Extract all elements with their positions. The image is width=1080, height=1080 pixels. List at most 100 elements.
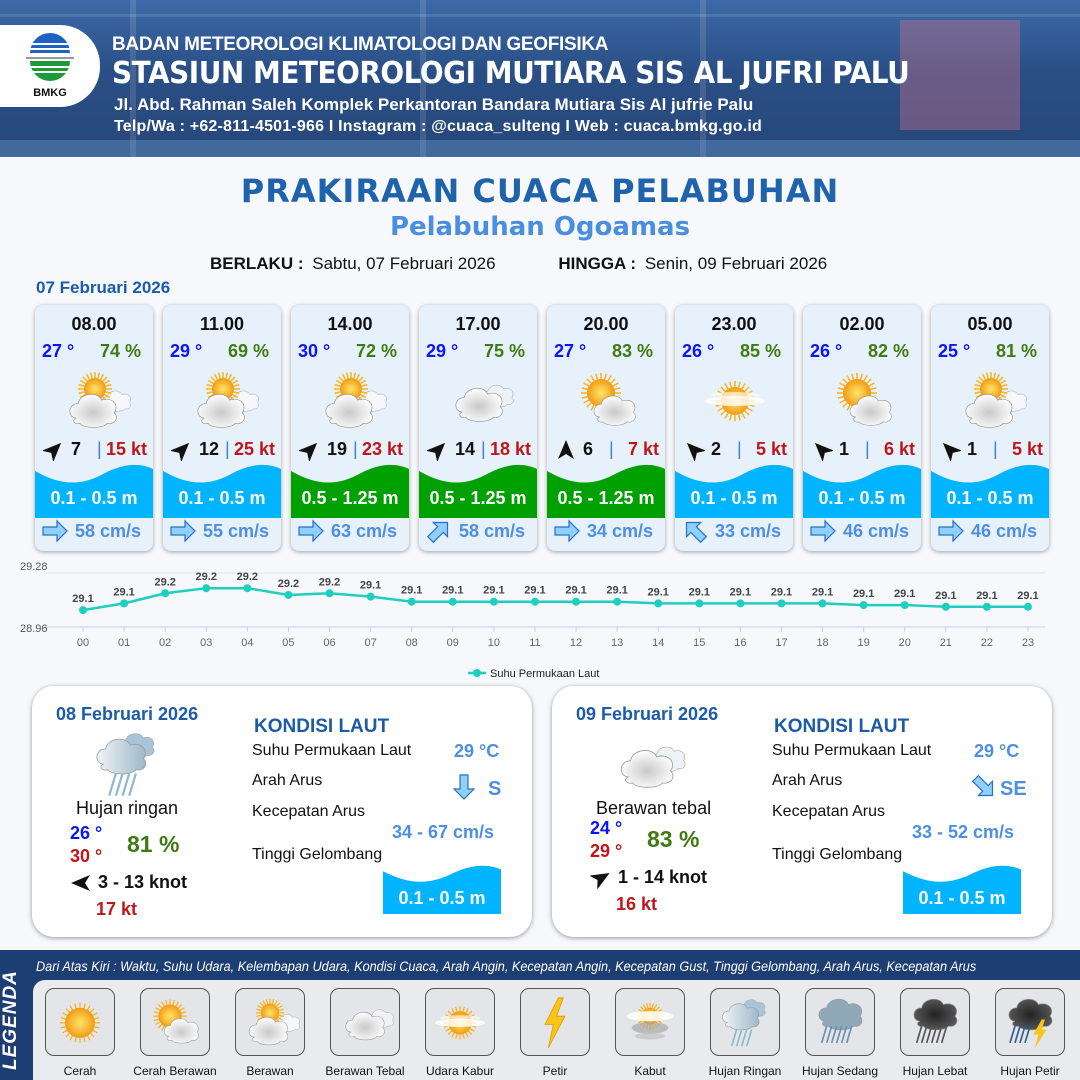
current-direction-icon: [450, 774, 478, 800]
wave-height: 0.1 - 0.5 m: [818, 488, 906, 508]
wave-icon: [803, 463, 921, 518]
separator: |: [481, 439, 486, 459]
humidity: 75 %: [483, 341, 525, 361]
cerah-icon: [45, 988, 115, 1056]
bmkg-logo-icon: [26, 33, 74, 81]
separator: |: [865, 439, 870, 459]
legend-item: Cerah Berawan: [130, 988, 220, 1078]
legend-item: Kabut: [605, 988, 695, 1078]
x-tick-label: 21: [940, 637, 952, 649]
current-direction-label: Arah Arus: [772, 772, 843, 789]
hujan-sedang-icon: [805, 988, 875, 1056]
current-direction: SE: [1000, 778, 1027, 800]
wave-height: 0.1 - 0.5 m: [690, 488, 778, 508]
berawan-weather-icon: [187, 367, 259, 433]
wind-speed: 7: [71, 439, 82, 459]
berawan-weather-icon: [955, 367, 1027, 433]
x-tick-label: 03: [200, 637, 212, 649]
sst-data-label: 29.2: [154, 576, 175, 588]
humidity: 83 %: [611, 341, 653, 361]
wave-height-label: Tinggi Gelombang: [252, 846, 383, 863]
sst-data-label: 29.1: [401, 585, 422, 597]
wind-direction-icon: [297, 439, 321, 463]
legend-label: Berawan: [246, 1064, 294, 1078]
forecast-card: 08.00 27 ° 74 % 7 | 15 kt 0.1 - 0.5 m 58…: [35, 305, 153, 551]
legend-item: Udara Kabur: [415, 988, 505, 1078]
air-temperature: 27 °: [554, 341, 587, 361]
legend-label: Cerah Berawan: [133, 1064, 217, 1078]
sst-data-point: [818, 599, 827, 608]
air-temperature: 29 °: [170, 341, 203, 361]
gust-speed: 15 kt: [105, 439, 147, 459]
sst-data-label: 29.1: [113, 586, 134, 598]
wave-icon: [419, 463, 537, 518]
current-speed: 58 cm/s: [459, 521, 526, 541]
y-tick-label: 28.96: [20, 623, 48, 635]
forecast-card: 02.00 26 ° 82 % 1 | 6 kt 0.1 - 0.5 m 46 …: [803, 305, 921, 551]
wave-icon: [163, 463, 281, 518]
legend-item: Cerah: [35, 988, 125, 1078]
separator: |: [353, 439, 358, 459]
separator: |: [609, 439, 614, 459]
current-speed: 33 cm/s: [715, 521, 782, 541]
wind-speed: 19: [327, 439, 348, 459]
x-tick-label: 18: [816, 637, 828, 649]
wave-height: 0.1 - 0.5 m: [50, 488, 138, 508]
sst-data-point: [613, 597, 622, 606]
wind-speed-range: 3 - 13 knot: [98, 872, 188, 892]
sst-data-point: [654, 599, 663, 608]
sst-data-label: 29.2: [319, 576, 340, 588]
sst-data-label: 29.1: [894, 588, 915, 600]
temp-min: 26 °: [70, 823, 103, 843]
wind-direction-icon: [939, 439, 963, 463]
berawan-weather-icon: [59, 367, 131, 433]
x-tick-label: 14: [652, 637, 664, 649]
sst-data-label: 29.1: [812, 586, 833, 598]
forecast-card: 05.00 25 ° 81 % 1 | 5 kt 0.1 - 0.5 m 46 …: [931, 305, 1049, 551]
current-speed-range: 34 - 67 cm/s: [392, 822, 495, 842]
berawan-weather-icon: [315, 367, 387, 433]
sst-data-point: [530, 597, 539, 606]
forecast-time: 20.00: [583, 314, 629, 334]
header-banner: [0, 0, 1080, 157]
sst-value: 29 °C: [454, 741, 500, 761]
sst-label: Suhu Permukaan Laut: [252, 742, 412, 759]
wind-direction-icon: [425, 439, 449, 463]
legend-item: Hujan Ringan: [700, 988, 790, 1078]
legend-marker-icon: [473, 669, 481, 677]
forecast-time: 14.00: [327, 314, 373, 334]
sst-data-point: [407, 597, 416, 606]
wave-height: 0.5 - 1.25 m: [429, 488, 527, 508]
sst-data-label: 29.2: [278, 578, 299, 590]
wind-speed: 1: [839, 439, 850, 459]
forecast-card: 17.00 29 ° 75 % 14 | 18 kt 0.5 - 1.25 m …: [419, 305, 537, 551]
sst-data-point: [941, 602, 950, 611]
sst-data-point: [243, 584, 252, 593]
air-temperature: 30 °: [298, 341, 331, 361]
sst-data-label: 29.1: [730, 586, 751, 598]
legend-label: Berawan Tebal: [325, 1064, 405, 1078]
sst-data-label: 29.1: [771, 586, 792, 598]
legend-label: Hujan Petir: [1000, 1064, 1060, 1078]
current-direction-icon: [937, 519, 965, 543]
sst-data-label: 29.1: [1017, 590, 1038, 602]
kabut-icon: [615, 988, 685, 1056]
wave-height-label: Tinggi Gelombang: [772, 846, 903, 863]
gust-speed: 16 kt: [616, 894, 658, 914]
validity-period: BERLAKU : Sabtu, 07 Februari 2026 HINGGA…: [210, 254, 827, 274]
sst-data-label: 29.1: [442, 585, 463, 597]
station-name: STASIUN METEOROLOGI MUTIARA SIS AL JUFRI…: [112, 56, 910, 91]
x-tick-label: 10: [488, 637, 500, 649]
current-direction-icon: [297, 519, 325, 543]
bmkg-logo: BMKG: [0, 25, 100, 107]
air-temperature: 26 °: [682, 341, 715, 361]
air-temperature: 26 °: [810, 341, 843, 361]
sst-data-label: 29.1: [483, 585, 504, 597]
sea-condition-title: KONDISI LAUT: [254, 716, 390, 737]
x-tick-label: 09: [447, 637, 459, 649]
wave-icon: [291, 463, 409, 518]
legend-label: Hujan Lebat: [902, 1064, 968, 1078]
air-temperature: 25 °: [938, 341, 971, 361]
current-direction-icon: [970, 774, 998, 800]
day1-date: 07 Februari 2026: [36, 278, 171, 297]
